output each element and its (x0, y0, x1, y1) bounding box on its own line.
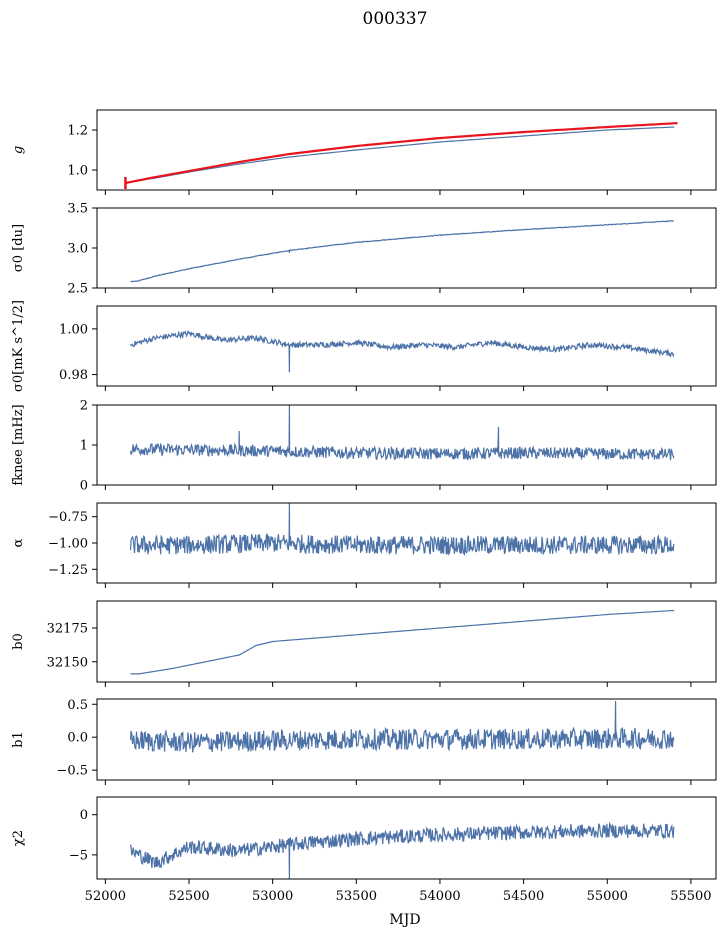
panels: 1.0 1.2 g 2.5 3.0 3.5 σ0 [du] 0.98 1.00 σ0[mK s^1… (11, 109, 717, 884)
x-tick-label: 52500 (168, 889, 209, 904)
y-tick-label-b0: 32150 (47, 655, 88, 670)
panel-alpha: −1.25 −1.00 −0.75 α (11, 502, 717, 588)
y-axis-label-alpha: α (11, 538, 26, 547)
fit-line-g (125, 122, 678, 185)
series-line-sigma0mk (129, 329, 675, 373)
y-tick-label-b1: −0.5 (56, 764, 88, 779)
x-tick-label: 54000 (419, 889, 460, 904)
series-line-chi2 (129, 821, 675, 879)
panel-sigma0du: 2.5 3.0 3.5 σ0 [du] (11, 202, 717, 297)
series-line-g (130, 126, 675, 183)
y-axis-label-b1: b1 (11, 731, 26, 748)
x-tick-label: 53500 (336, 889, 377, 904)
axes-frame-fknee (96, 404, 717, 486)
y-axis-label-sigma0mk: σ0[mK s^1/2] (11, 300, 26, 392)
panel-g: 1.0 1.2 g (11, 109, 717, 195)
y-axis-label-sigma0du: σ0 [du] (11, 224, 26, 272)
series-line-sigma0du (130, 220, 674, 283)
y-axis-label-b0: b0 (11, 633, 26, 650)
axes-frame-b0 (96, 600, 717, 683)
panel-fknee: 0 1 2 fknee [mHz] (11, 399, 717, 494)
y-tick-label-sigma0du: 3.5 (67, 202, 88, 217)
y-tick-label-sigma0mk: 1.00 (59, 322, 88, 337)
y-tick-label-sigma0du: 3.0 (67, 242, 88, 257)
axes-frame-sigma0du (96, 207, 717, 289)
y-tick-label-alpha: −0.75 (48, 510, 88, 525)
y-axis-label-g: g (11, 146, 26, 154)
y-tick-label-g: 1.0 (67, 164, 88, 179)
figure-title: 000337 (363, 9, 428, 29)
series-line-alpha (129, 503, 675, 557)
axes-frame-b1 (96, 698, 717, 781)
x-tick-label: 52000 (85, 889, 126, 904)
y-tick-label-alpha: −1.00 (48, 537, 88, 552)
y-tick-label-fknee: 0 (80, 479, 88, 494)
panel-b0: 32150 32175 b0 (11, 600, 717, 687)
axes-frame-sigma0mk (96, 305, 717, 387)
series-line-fknee (129, 405, 675, 461)
y-axis-label-chi2: χ2 (11, 830, 26, 846)
y-tick-label-chi2: −5 (69, 848, 88, 863)
y-tick-label-sigma0du: 2.5 (67, 282, 88, 297)
y-tick-label-g: 1.2 (67, 124, 88, 139)
series-line-b0 (130, 609, 675, 675)
y-tick-label-b1: 0.5 (67, 698, 88, 713)
y-tick-label-b0: 32175 (47, 622, 88, 637)
panel-chi2: −5 0 χ2 (11, 796, 717, 884)
axes-frame-chi2 (96, 796, 717, 880)
x-tick-label: 54500 (503, 889, 544, 904)
y-tick-label-chi2: 0 (80, 808, 88, 823)
y-axis-label-fknee: fknee [mHz] (11, 404, 26, 485)
axes-frame-g (96, 109, 717, 191)
panel-sigma0mk: 0.98 1.00 σ0[mK s^1/2] (11, 300, 717, 392)
x-tick-label: 55000 (587, 889, 628, 904)
y-tick-label-fknee: 1 (80, 439, 88, 454)
x-tick-label: 55500 (670, 889, 711, 904)
y-tick-label-b1: 0.0 (67, 731, 88, 746)
y-tick-label-sigma0mk: 0.98 (59, 368, 88, 383)
panel-b1: −0.5 0.0 0.5 b1 (11, 698, 717, 785)
x-tick-labels: 52000 52500 53000 53500 54000 54500 55000 55500 (85, 889, 712, 904)
y-tick-label-fknee: 2 (80, 399, 88, 414)
y-tick-label-alpha: −1.25 (48, 563, 88, 578)
series-line-b1 (129, 700, 675, 753)
x-axis-label: MJD (389, 912, 420, 928)
x-tick-label: 53000 (252, 889, 293, 904)
